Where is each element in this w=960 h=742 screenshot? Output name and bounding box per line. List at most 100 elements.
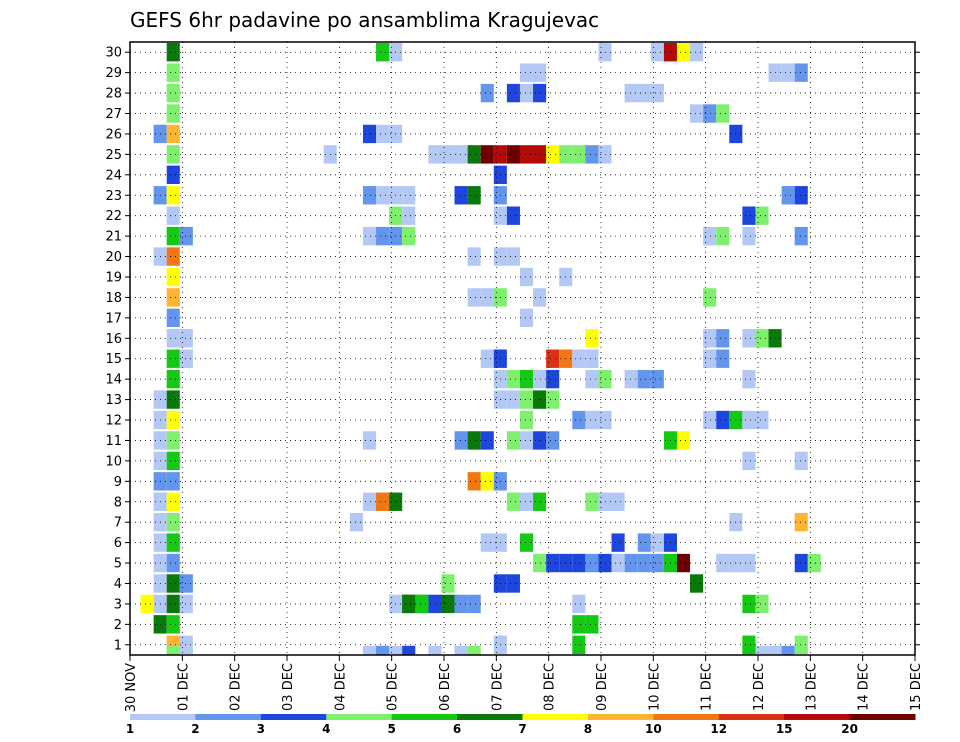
heatmap-cell <box>166 512 180 532</box>
heatmap-cell <box>480 349 494 368</box>
heatmap-cell <box>519 267 534 287</box>
legend-swatch <box>326 714 393 720</box>
y-tick-label: 14 <box>105 373 122 388</box>
heatmap-cell <box>519 492 534 511</box>
heatmap-cell <box>166 267 180 287</box>
heatmap-cell <box>611 533 625 552</box>
heatmap-cell <box>166 186 180 205</box>
heatmap-cell <box>546 145 560 164</box>
x-tick-label: 08 DEC <box>543 663 558 711</box>
legend-label: 6 <box>453 722 461 736</box>
heatmap-cell <box>349 512 363 532</box>
x-tick-label: 11 DEC <box>700 663 715 711</box>
heatmap-cell <box>179 349 193 368</box>
heatmap-cell <box>179 226 193 246</box>
heatmap-cell <box>166 492 180 511</box>
heatmap-cell <box>690 104 704 123</box>
heatmap-cell <box>572 553 586 573</box>
heatmap-cell <box>166 472 180 491</box>
heatmap-cell <box>506 145 520 164</box>
heatmap-cell <box>480 431 494 450</box>
heatmap-cell <box>716 410 730 430</box>
heatmap-cell <box>585 553 599 573</box>
heatmap-cell <box>519 308 534 328</box>
y-tick-label: 29 <box>105 66 122 81</box>
legend-label: 4 <box>322 722 330 736</box>
legend-swatch <box>195 714 262 720</box>
heatmap-cell <box>742 553 756 573</box>
heatmap-cell <box>519 63 534 82</box>
heatmap-cell <box>716 553 730 573</box>
y-tick-label: 19 <box>105 270 122 285</box>
heatmap-cell <box>140 594 154 614</box>
y-tick-label: 3 <box>114 597 122 612</box>
legend-label: 15 <box>776 722 793 736</box>
y-tick-label: 30 <box>105 46 122 61</box>
heatmap-cell <box>519 390 534 409</box>
heatmap-cells <box>140 43 821 655</box>
heatmap-cell <box>467 247 481 266</box>
heatmap-cell <box>441 145 455 164</box>
y-tick-label: 13 <box>105 393 122 408</box>
heatmap-cell <box>533 288 547 307</box>
heatmap-cell <box>506 83 520 103</box>
heatmap-cell <box>676 553 691 573</box>
heatmap-cell <box>572 410 586 430</box>
heatmap-cell <box>585 329 599 348</box>
legend-swatch <box>718 714 785 720</box>
y-tick-label: 28 <box>105 87 122 102</box>
heatmap-cell <box>166 390 180 409</box>
heatmap-cell <box>376 186 390 205</box>
heatmap-cell <box>362 431 377 450</box>
heatmap-cell <box>179 329 193 348</box>
heatmap-cell <box>716 226 730 246</box>
heatmap-cell <box>179 594 193 614</box>
heatmap-cell <box>402 226 416 246</box>
heatmap-cell <box>402 186 416 205</box>
y-tick-label: 7 <box>114 516 122 531</box>
heatmap-cell <box>650 533 664 552</box>
heatmap-cell <box>533 145 547 164</box>
heatmap-cell <box>480 83 494 103</box>
heatmap-cell <box>585 369 599 389</box>
y-tick-label: 21 <box>105 230 122 245</box>
heatmap-cell <box>703 329 717 348</box>
y-tick-label: 16 <box>105 332 122 347</box>
y-tick-label: 9 <box>114 475 122 490</box>
heatmap-cell <box>166 574 180 593</box>
heatmap-cell <box>415 594 429 614</box>
y-tick-label: 12 <box>105 414 122 429</box>
x-tick-label: 07 DEC <box>490 663 505 711</box>
x-tick-label: 10 DEC <box>647 663 662 711</box>
heatmap-cell <box>376 124 390 144</box>
heatmap-cell <box>703 288 717 307</box>
x-tick-label: 15 DEC <box>909 663 924 711</box>
y-axis-ticks: 1234567891011121314151617181920212223242… <box>105 46 920 653</box>
heatmap-cell <box>166 533 180 552</box>
legend-swatch <box>457 714 523 720</box>
heatmap-cell <box>506 431 520 450</box>
heatmap-cell <box>166 329 180 348</box>
heatmap-cell <box>533 553 547 573</box>
heatmap-cell <box>781 186 795 205</box>
heatmap-cell <box>467 186 481 205</box>
heatmap-cell <box>585 492 599 511</box>
heatmap-cell <box>454 431 468 450</box>
x-tick-label: 03 DEC <box>281 663 296 711</box>
heatmap-cell <box>166 553 180 573</box>
x-tick-label: 12 DEC <box>752 663 767 711</box>
heatmap-cell <box>716 329 730 348</box>
heatmap-cell <box>166 206 180 225</box>
heatmap-cell <box>611 492 625 511</box>
heatmap-cell <box>506 206 520 225</box>
heatmap-cell <box>519 431 534 450</box>
heatmap-cell <box>467 472 481 491</box>
heatmap-cell <box>624 83 638 103</box>
y-tick-label: 10 <box>105 454 122 469</box>
heatmap-cell <box>533 369 547 389</box>
y-tick-label: 23 <box>105 189 122 204</box>
legend-label: 3 <box>257 722 265 736</box>
legend-label: 1 <box>126 722 134 736</box>
heatmap-cell <box>441 574 455 593</box>
legend-label: 5 <box>387 722 395 736</box>
